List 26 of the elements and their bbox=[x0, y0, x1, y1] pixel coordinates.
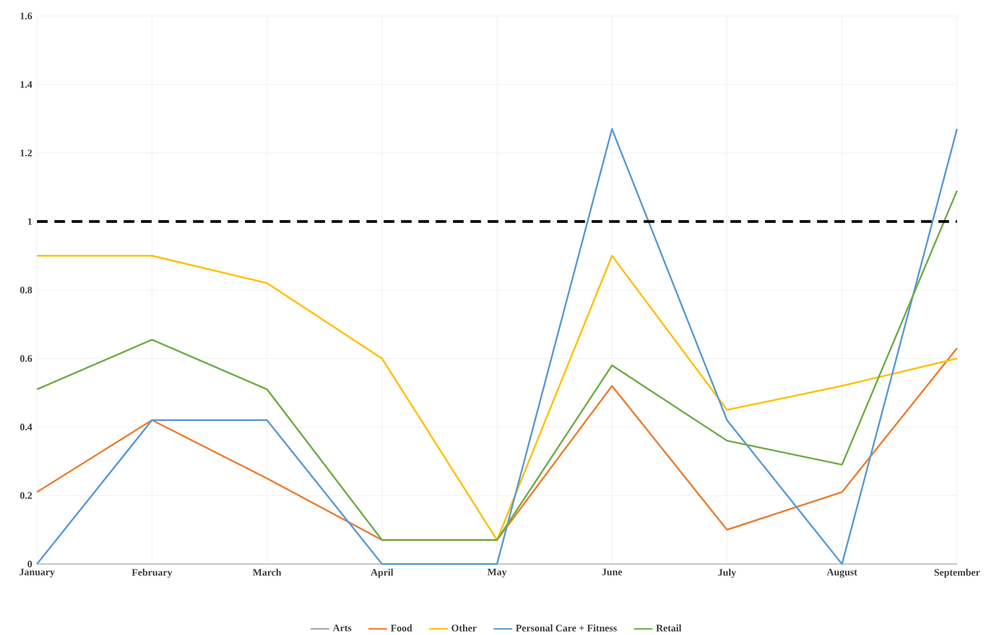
y-tick-label: 1.4 bbox=[20, 81, 32, 88]
x-tick-label: May bbox=[487, 568, 507, 578]
legend-label: Food bbox=[390, 624, 412, 632]
line-series bbox=[36, 254, 958, 541]
line-series bbox=[36, 190, 958, 541]
y-tick-label: 1 bbox=[28, 218, 32, 225]
x-tick-label: April bbox=[370, 568, 394, 578]
legend-label: Arts bbox=[332, 624, 352, 632]
x-tick-label: September bbox=[934, 568, 980, 578]
y-tick-label: 0 bbox=[28, 560, 32, 568]
x-tick-label: March bbox=[252, 568, 282, 576]
line-series bbox=[36, 347, 958, 541]
y-tick-label: 0.8 bbox=[20, 286, 32, 294]
y-tick-label: 1.6 bbox=[20, 12, 32, 20]
y-tick-label: 1.2 bbox=[20, 150, 32, 156]
y-tick-label: 0.2 bbox=[20, 492, 32, 499]
legend-label: Retail bbox=[656, 624, 682, 632]
x-tick-label: August bbox=[826, 568, 858, 578]
x-tick-label: June bbox=[602, 568, 622, 576]
legend-label: Personal Care + Fitness bbox=[516, 624, 617, 632]
y-tick-label: 0.4 bbox=[20, 424, 32, 430]
x-tick-label: July bbox=[718, 568, 736, 578]
legend-label: Other bbox=[452, 624, 477, 632]
x-tick-label: January bbox=[20, 568, 55, 578]
y-tick-label: 0.6 bbox=[20, 355, 32, 362]
x-tick-label: February bbox=[132, 568, 172, 578]
